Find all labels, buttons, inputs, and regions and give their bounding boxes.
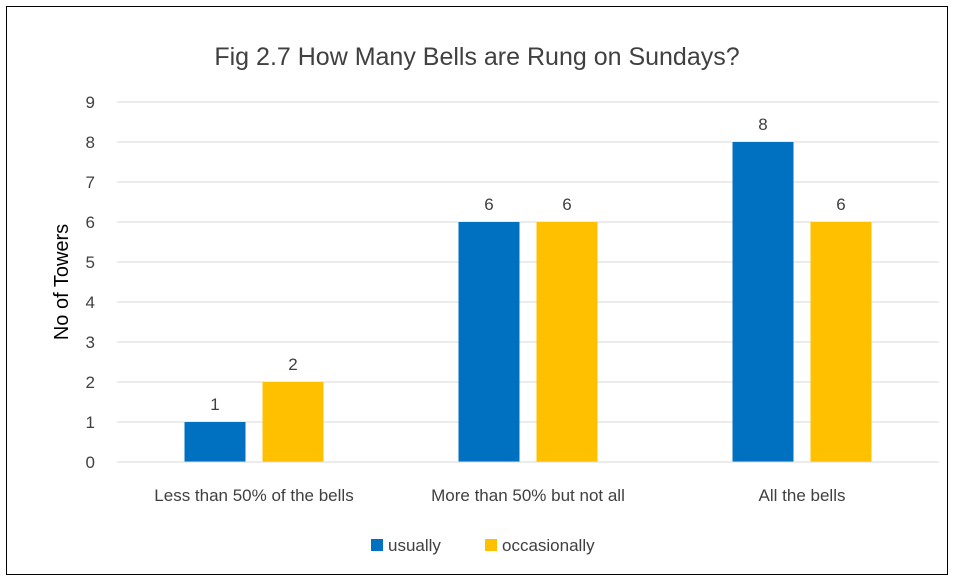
y-tick-label: 7	[86, 173, 95, 192]
bar-occasionally	[262, 382, 324, 462]
y-tick-label: 0	[86, 453, 95, 472]
data-label: 8	[758, 115, 767, 134]
bar-usually	[184, 422, 246, 462]
legend-label-usually: usually	[388, 536, 441, 555]
y-tick-label: 6	[86, 213, 95, 232]
y-tick-label: 5	[86, 253, 95, 272]
legend-swatch-usually	[371, 539, 383, 551]
y-tick-label: 3	[86, 333, 95, 352]
data-label: 2	[288, 355, 297, 374]
y-tick-label: 2	[86, 373, 95, 392]
y-tick-label: 9	[86, 93, 95, 112]
bar-occasionally	[536, 222, 598, 462]
x-category-label: More than 50% but not all	[431, 486, 625, 505]
data-label: 1	[210, 395, 219, 414]
bars	[184, 142, 872, 462]
bar-usually	[458, 222, 520, 462]
chart-title: Fig 2.7 How Many Bells are Rung on Sunda…	[214, 43, 739, 71]
data-label: 6	[484, 195, 493, 214]
y-axis-ticks: 0 1 2 3 4 5 6 7 8 9	[86, 93, 95, 472]
legend-swatch-occasionally	[485, 539, 497, 551]
bar-usually	[732, 142, 794, 462]
data-label: 6	[562, 195, 571, 214]
chart-frame: Fig 2.7 How Many Bells are Rung on Sunda…	[6, 6, 948, 575]
legend: usually occasionally	[371, 536, 595, 555]
y-axis-title: No of Towers	[51, 224, 73, 340]
bar-occasionally	[810, 222, 872, 462]
y-tick-label: 8	[86, 133, 95, 152]
x-axis-categories: Less than 50% of the bells More than 50% …	[154, 486, 845, 505]
bar-chart: Fig 2.7 How Many Bells are Rung on Sunda…	[51, 43, 939, 555]
data-label: 6	[836, 195, 845, 214]
legend-label-occasionally: occasionally	[502, 536, 595, 555]
y-tick-label: 1	[86, 413, 95, 432]
data-labels: 1 2 6 6 8 6	[210, 115, 845, 414]
x-category-label: All the bells	[759, 486, 846, 505]
x-category-label: Less than 50% of the bells	[154, 486, 353, 505]
y-tick-label: 4	[86, 293, 95, 312]
gridlines	[117, 101, 939, 423]
